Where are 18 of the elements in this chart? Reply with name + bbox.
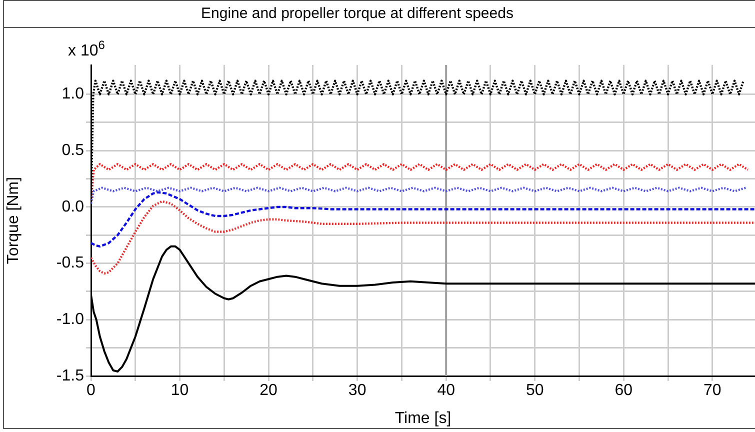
x-tick-label: 70 bbox=[703, 382, 722, 400]
x-tick-label: 50 bbox=[526, 382, 544, 400]
y-tick-label: 0.0 bbox=[62, 198, 84, 216]
y-tick-label: 0.5 bbox=[62, 142, 84, 160]
x-tick-label: 0 bbox=[86, 382, 96, 400]
x-tick-label: 10 bbox=[170, 382, 189, 400]
x-axis-title: Time [s] bbox=[394, 410, 452, 427]
y-tick-label: -1.5 bbox=[56, 367, 84, 384]
chart-title: Engine and propeller torque at different speeds bbox=[3, 0, 755, 28]
y-tick-label: 1.0 bbox=[62, 86, 84, 103]
x-tick-label: 30 bbox=[348, 382, 366, 400]
x-tick-label: 40 bbox=[437, 382, 456, 400]
y-tick-label: -1.0 bbox=[56, 311, 84, 328]
y-tick-label: -0.5 bbox=[56, 254, 84, 272]
x-tick-label: 60 bbox=[614, 382, 633, 400]
text: x 10$^{6}$ bbox=[68, 38, 105, 60]
x-tick-label: 20 bbox=[260, 382, 278, 400]
y-axis-title: Torque [Nm] bbox=[5, 176, 22, 264]
